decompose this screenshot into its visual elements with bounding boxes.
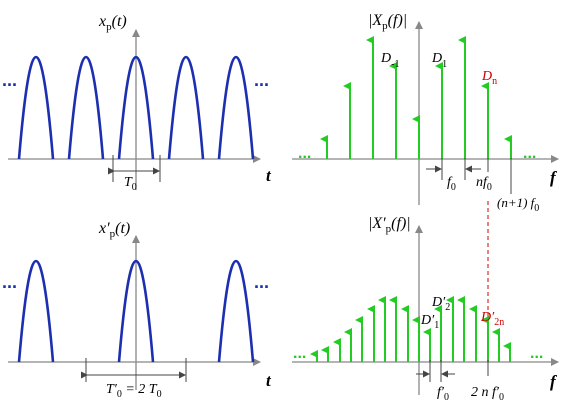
top-left-signal-plot: T0 xp(t) t ... ... bbox=[2, 13, 272, 193]
period-label-2: T′0 = 2 T0 bbox=[106, 382, 162, 400]
spectral-lines-2 bbox=[310, 296, 511, 362]
pulse-arch-2-1 bbox=[17, 260, 55, 363]
pulse-arch-3 bbox=[117, 56, 155, 160]
time-axis-label: t bbox=[266, 166, 272, 185]
ellipsis-right: ... bbox=[254, 70, 269, 90]
f0p-label: f′0 bbox=[437, 385, 449, 403]
spectrum-ellipsis-right: ... bbox=[523, 145, 536, 162]
d1-label: D1 bbox=[431, 51, 447, 70]
ellipsis-right-2: ... bbox=[254, 272, 269, 292]
bottom-left-signal-plot: T′0 = 2 T0 x′p(t) t ... ... bbox=[2, 220, 272, 400]
top-right-spectrum-plot: f0 nf0 (n+1) f0 D-1 D1 Dn |Xp(f)| f ... … bbox=[292, 12, 559, 214]
n1f0-label: (n+1) f0 bbox=[497, 195, 539, 214]
spectrum-ellipsis-left-2: ... bbox=[293, 345, 306, 362]
pulse-arch-4 bbox=[167, 56, 205, 160]
d2np-label: D′2n bbox=[480, 310, 504, 328]
ellipsis-left: ... bbox=[2, 70, 17, 90]
dn-label: Dn bbox=[481, 69, 497, 87]
f0-label: f0 bbox=[447, 175, 456, 193]
signal-arches bbox=[17, 56, 255, 160]
pulse-arch-2 bbox=[67, 56, 105, 160]
spectrum-ellipsis-left: ... bbox=[298, 145, 311, 162]
spectrum-ellipsis-right-2: ... bbox=[530, 345, 543, 362]
d2p-label: D′2 bbox=[431, 295, 450, 313]
pulse-arch-1 bbox=[17, 56, 55, 160]
frequency-axis-label: f bbox=[550, 168, 558, 187]
signal-arches-2 bbox=[17, 260, 255, 363]
spectral-lines bbox=[320, 36, 512, 159]
time-axis-label-2: t bbox=[266, 371, 272, 390]
ellipsis-left-2: ... bbox=[2, 272, 17, 292]
nf0-label: nf0 bbox=[476, 175, 492, 193]
period-label: T0 bbox=[124, 175, 137, 193]
d1p-label: D′1 bbox=[420, 313, 439, 331]
pulse-arch-2-3 bbox=[217, 260, 255, 363]
frequency-axis-label-2: f bbox=[550, 372, 558, 391]
bottom-right-spectrum-plot: f′0 2 n f′0 D′1 D′2 D′2n |X′p(f)| f ... … bbox=[292, 215, 559, 403]
signal-axis-label-2: x′p(t) bbox=[98, 220, 130, 240]
2nf0p-label: 2 n f′0 bbox=[471, 385, 504, 403]
pulse-arch-5 bbox=[217, 56, 255, 160]
spectrum-axis-label: |Xp(f)| bbox=[368, 12, 407, 32]
signal-axis-label: xp(t) bbox=[98, 13, 127, 33]
d-minus1-label: D-1 bbox=[380, 51, 399, 70]
pulse-arch-2-2 bbox=[117, 260, 155, 363]
spectrum-axis-label-2: |X′p(f)| bbox=[368, 215, 411, 235]
